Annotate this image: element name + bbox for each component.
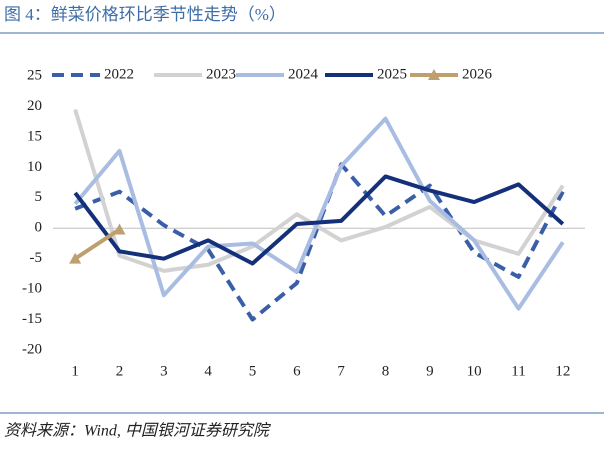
x-tick-label: 10 <box>467 363 482 379</box>
y-tick-label: 15 <box>27 128 42 144</box>
x-tick-label: 12 <box>555 363 570 379</box>
y-tick-label: 5 <box>35 189 43 205</box>
series-line <box>73 116 565 311</box>
y-tick-label: 10 <box>27 159 42 175</box>
x-tick-label: 7 <box>337 363 345 379</box>
point-marker <box>69 252 82 264</box>
series-line <box>74 162 565 322</box>
x-tick-label: 11 <box>511 363 525 379</box>
series-line <box>73 174 565 266</box>
series-line <box>74 227 121 261</box>
y-tick-label: 0 <box>35 220 43 236</box>
y-tick-label: 20 <box>27 98 42 114</box>
source-note: 资料来源：Wind, 中国银河证券研究院 <box>4 422 272 440</box>
x-tick-label: 8 <box>382 363 390 379</box>
y-tick-label: -15 <box>22 311 42 327</box>
x-tick-label: 4 <box>204 363 212 379</box>
point-marker <box>113 223 126 235</box>
legend-label: 2022 <box>104 66 134 82</box>
y-tick-label: -10 <box>22 281 42 297</box>
y-tick-label: -20 <box>22 341 42 357</box>
x-tick-label: 3 <box>160 363 168 379</box>
x-tick-label: 9 <box>426 363 434 379</box>
x-tick-label: 2 <box>116 363 124 379</box>
legend-marker <box>428 69 440 80</box>
y-tick-label: -5 <box>30 250 43 266</box>
legend-label: 2025 <box>377 66 407 82</box>
chart-title: 图 4：鲜菜价格环比季节性走势（%） <box>4 5 286 24</box>
x-tick-label: 5 <box>249 363 257 379</box>
x-tick-label: 1 <box>71 363 79 379</box>
legend-label: 2026 <box>462 66 493 82</box>
legend-label: 2023 <box>206 66 236 82</box>
x-tick-label: 6 <box>293 363 301 379</box>
y-tick-label: 25 <box>27 67 42 83</box>
legend-label: 2024 <box>288 66 319 82</box>
